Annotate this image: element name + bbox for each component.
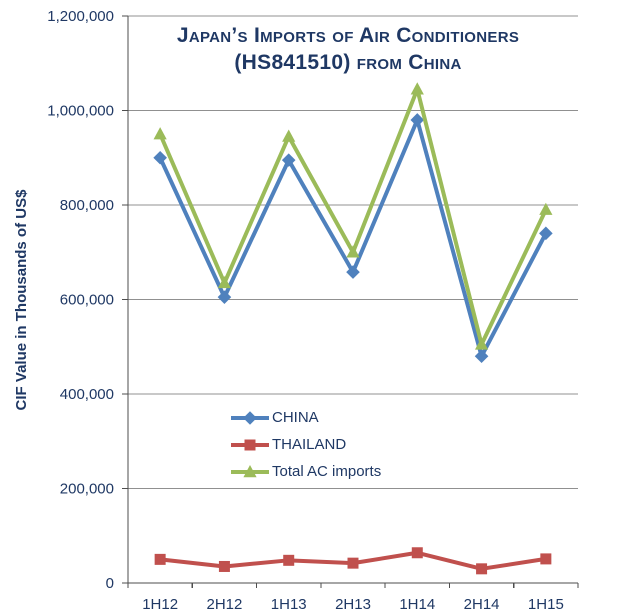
marker	[282, 129, 296, 142]
legend-item-total-ac-imports: Total AC imports	[231, 458, 381, 485]
y-tick-label: 0	[106, 575, 114, 592]
marker	[474, 349, 489, 363]
legend-label: Total AC imports	[272, 463, 382, 480]
marker	[244, 439, 256, 450]
marker	[153, 127, 167, 140]
china-line-marker-icon	[231, 410, 269, 426]
legend-label: CHINA	[272, 409, 319, 426]
series-thailand	[154, 547, 552, 575]
legend-swatch-svg	[231, 464, 269, 477]
marker	[243, 410, 257, 425]
legend-label: THAILAND	[272, 436, 347, 453]
legend-swatch-svg	[231, 439, 269, 450]
y-tick-label: 1,000,000	[47, 103, 114, 120]
x-tick-label: 2H13	[335, 596, 371, 613]
y-tick-label: 600,000	[60, 292, 114, 309]
marker	[476, 563, 488, 575]
marker	[283, 554, 295, 566]
marker	[153, 150, 167, 165]
marker	[410, 113, 425, 127]
series-china	[153, 113, 553, 363]
marker	[154, 553, 166, 565]
legend-item-china: CHINA	[231, 404, 381, 431]
legend-item-thailand: THAILAND	[231, 431, 381, 458]
x-tick-label: 2H14	[464, 596, 500, 613]
marker	[474, 337, 489, 350]
x-tick-label: 1H15	[528, 596, 564, 613]
marker	[217, 290, 232, 304]
y-tick-label: 200,000	[60, 481, 114, 498]
marker	[346, 265, 360, 279]
x-tick-label: 2H12	[206, 596, 242, 613]
x-tick-label: 1H14	[399, 596, 435, 613]
marker	[411, 547, 423, 559]
y-tick-label: 1,200,000	[47, 8, 114, 25]
marker	[217, 275, 232, 289]
legend: CHINA THAILAND Total AC imports	[231, 404, 381, 485]
y-tick-label: 400,000	[60, 386, 114, 403]
x-tick-label: 1H12	[142, 596, 178, 613]
series-line	[158, 117, 548, 359]
marker	[539, 226, 553, 241]
marker	[346, 245, 360, 258]
y-tick-label: 800,000	[60, 197, 114, 214]
marker	[281, 153, 296, 167]
total-ac-imports-line-marker-icon	[231, 464, 269, 480]
x-tick-label: 1H13	[271, 596, 307, 613]
series-line	[158, 87, 548, 347]
marker	[539, 202, 553, 215]
marker	[243, 464, 257, 477]
marker	[218, 560, 230, 572]
marker	[540, 553, 552, 565]
marker	[347, 557, 359, 569]
marker	[410, 82, 424, 95]
thailand-line-marker-icon	[231, 437, 269, 453]
y-axis-title: CIF Value in Thousands of US$	[13, 189, 30, 411]
series-total-ac-imports	[153, 82, 553, 350]
legend-swatch-svg	[231, 410, 269, 425]
